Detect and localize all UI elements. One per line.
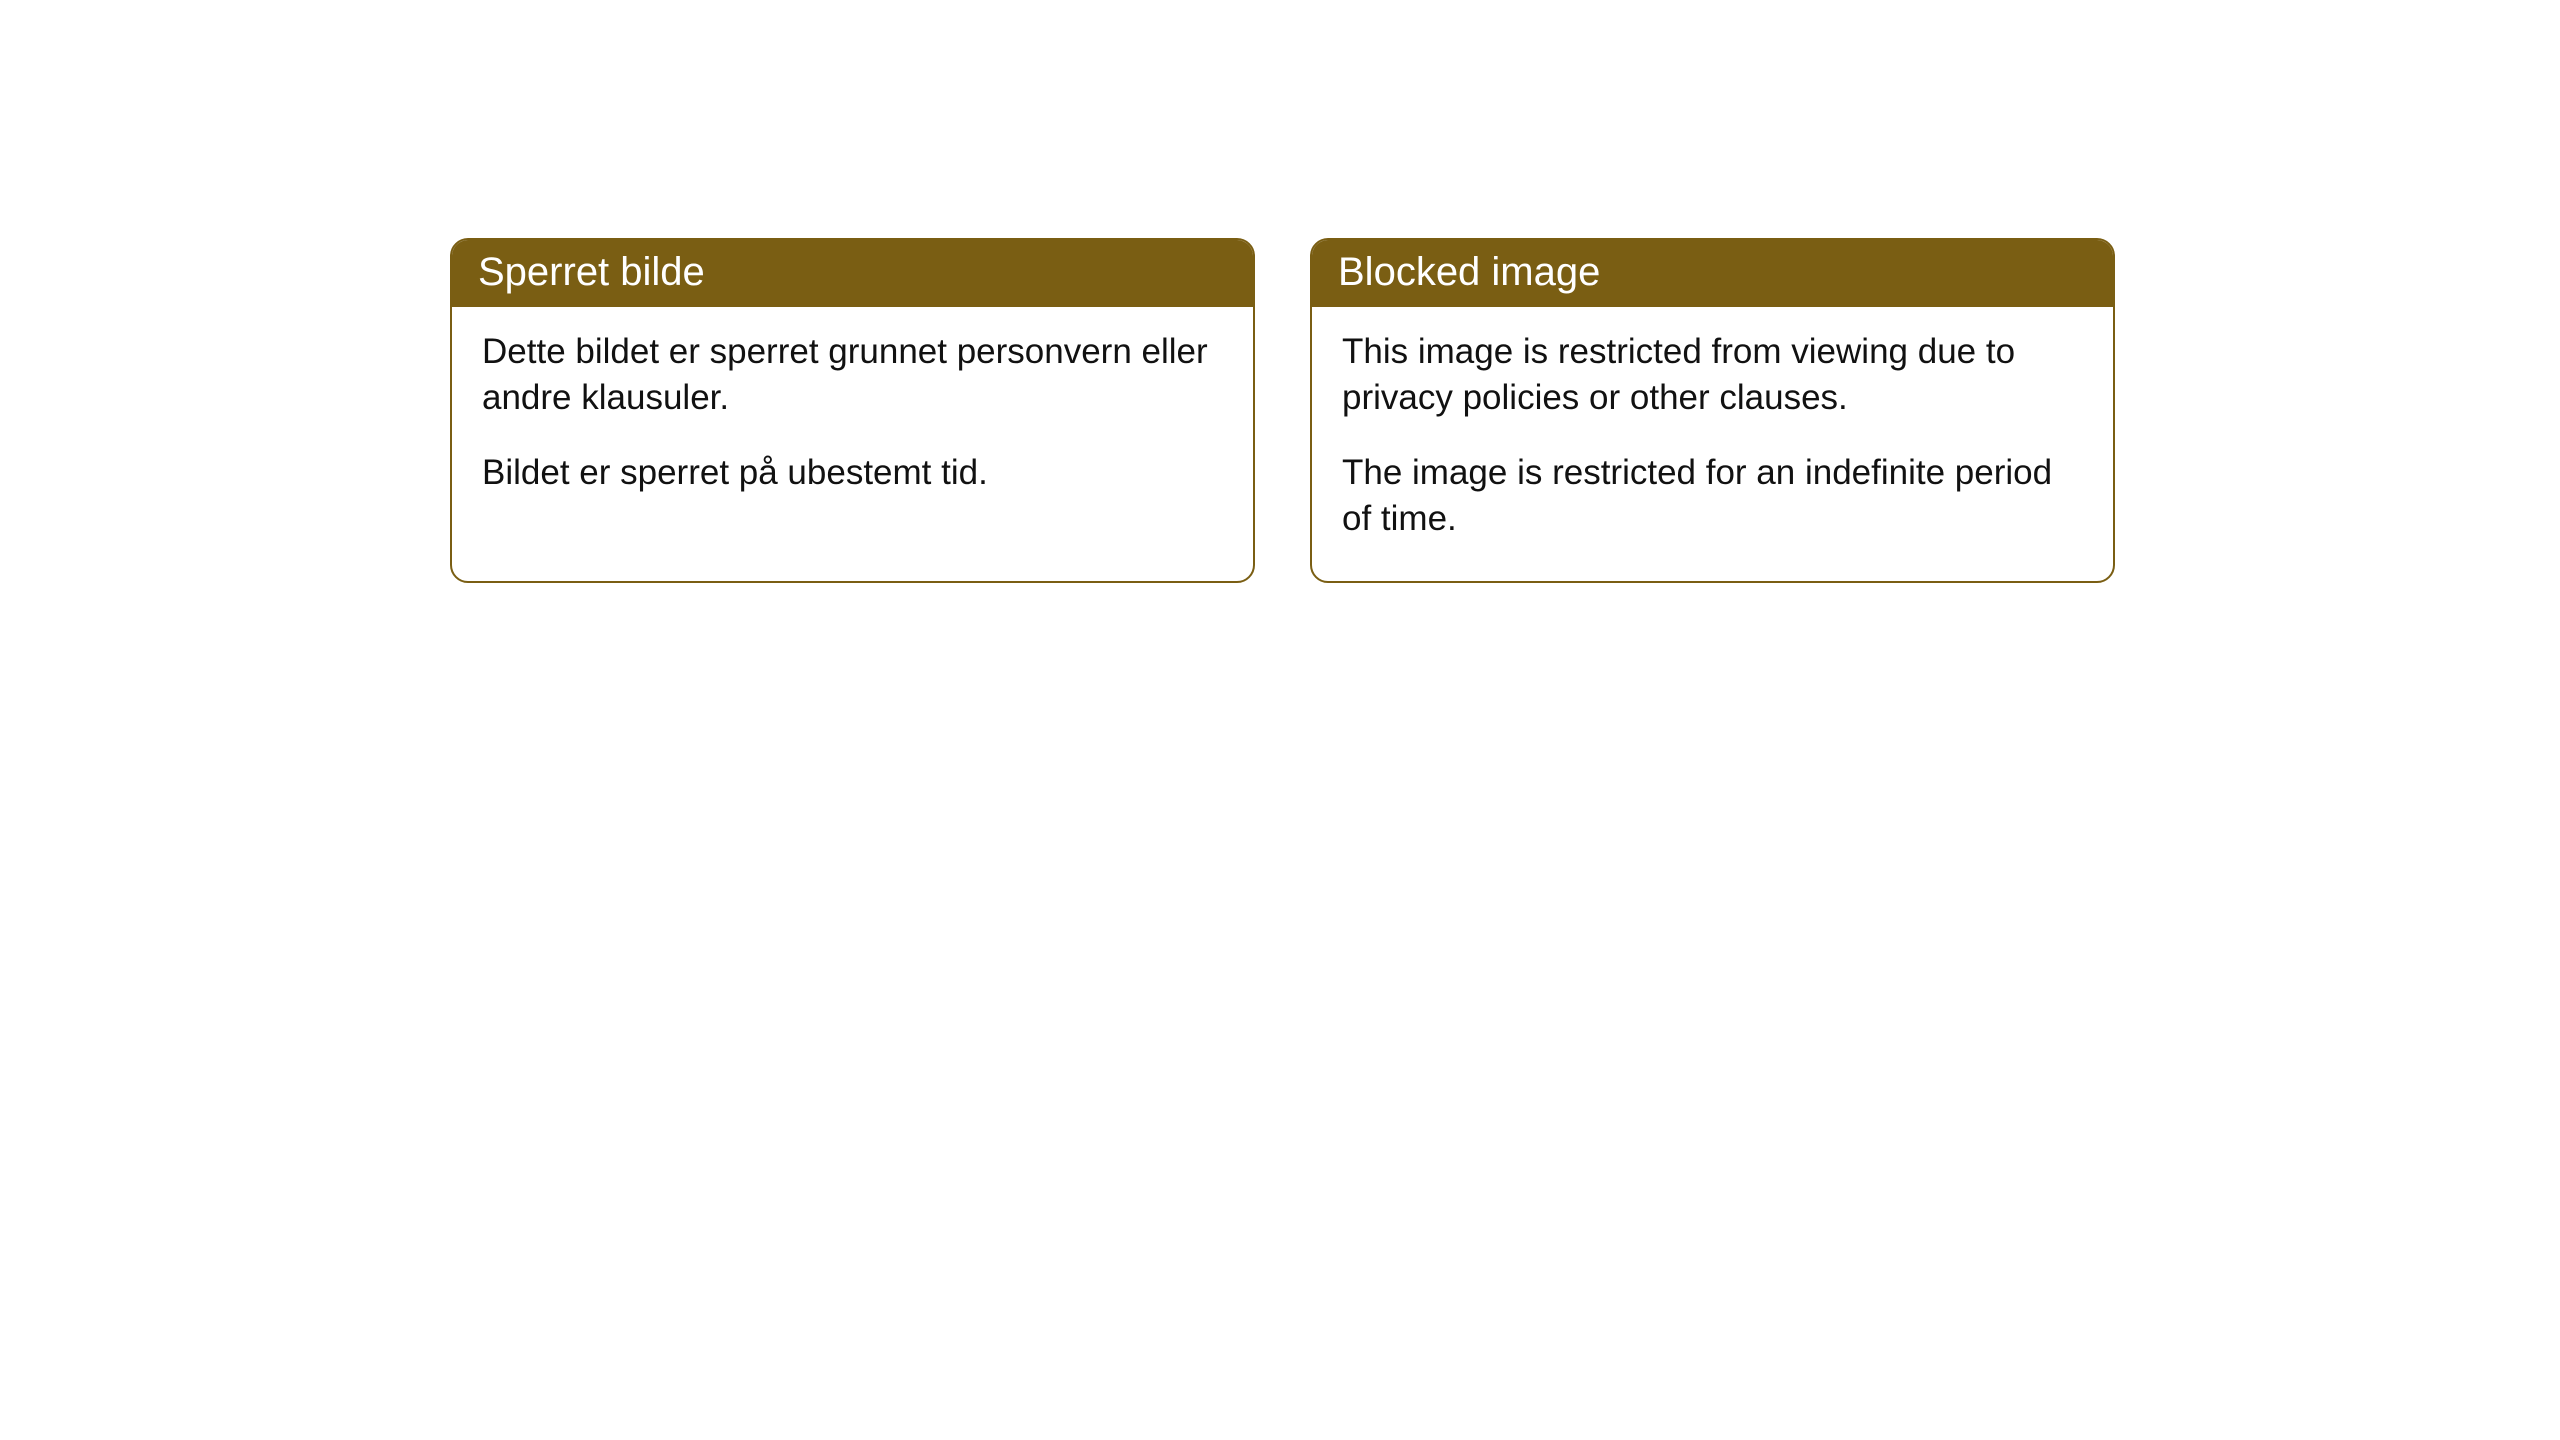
notice-card-norwegian: Sperret bilde Dette bildet er sperret gr… [450,238,1255,583]
card-paragraph: The image is restricted for an indefinit… [1342,450,2083,541]
card-body: Dette bildet er sperret grunnet personve… [452,307,1253,536]
card-header: Sperret bilde [452,240,1253,307]
card-header: Blocked image [1312,240,2113,307]
notice-card-english: Blocked image This image is restricted f… [1310,238,2115,583]
card-title: Blocked image [1338,250,1600,294]
card-paragraph: Bildet er sperret på ubestemt tid. [482,450,1223,496]
card-title: Sperret bilde [478,250,705,294]
card-paragraph: Dette bildet er sperret grunnet personve… [482,329,1223,420]
card-body: This image is restricted from viewing du… [1312,307,2113,581]
card-paragraph: This image is restricted from viewing du… [1342,329,2083,420]
notice-cards-container: Sperret bilde Dette bildet er sperret gr… [450,238,2115,583]
